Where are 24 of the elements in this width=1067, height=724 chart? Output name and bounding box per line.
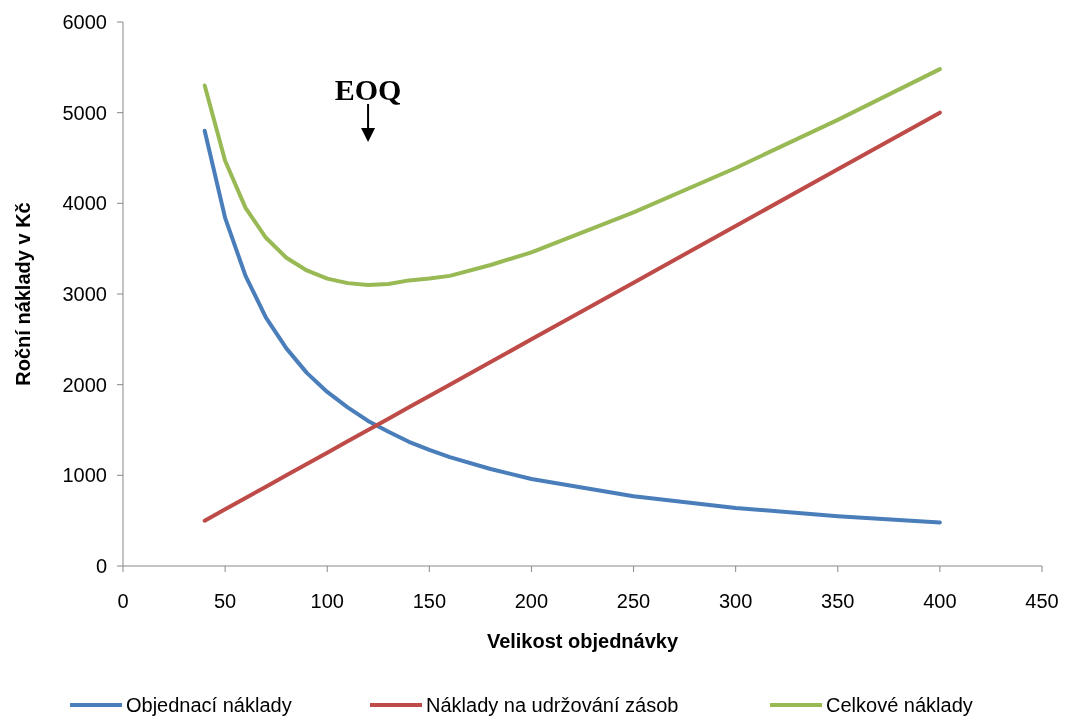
- y-tick-label: 1000: [62, 464, 107, 487]
- x-tick-label: 400: [923, 590, 957, 612]
- y-tick-label: 0: [95, 555, 107, 577]
- y-tick-label: 6000: [62, 11, 107, 33]
- x-tick-label: 350: [821, 590, 855, 612]
- y-tick-label: 2000: [62, 373, 107, 396]
- legend-label: Celkové náklady: [826, 694, 973, 716]
- x-tick-label: 100: [310, 590, 344, 612]
- x-axis-title: Velikost objednávky: [486, 630, 679, 652]
- y-tick-label: 5000: [62, 101, 107, 124]
- y-tick-label: 3000: [62, 283, 107, 305]
- x-tick-label: 450: [1025, 590, 1059, 612]
- legend-label: Objednací náklady: [126, 694, 292, 716]
- x-tick-label: 50: [213, 590, 237, 612]
- line-series: [202, 67, 942, 287]
- y-tick-label: 4000: [62, 192, 107, 215]
- x-tick-label: 250: [616, 590, 651, 612]
- x-tick-label: 0: [117, 590, 129, 612]
- y-axis-title: Roční náklady v Kč: [12, 202, 34, 386]
- x-tick-label: 150: [412, 590, 447, 612]
- x-tick-label: 300: [718, 590, 753, 612]
- legend-label: Náklady na udržování zásob: [426, 694, 679, 716]
- x-tick-label: 200: [514, 590, 549, 612]
- annotation: EOQ: [334, 72, 402, 106]
